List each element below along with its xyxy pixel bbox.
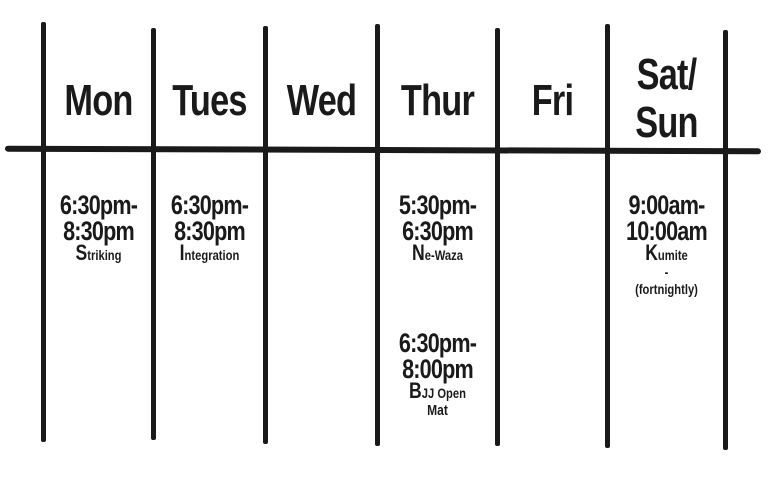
day-tues: Tues <box>172 76 247 125</box>
class-name: Kumite <box>645 240 688 265</box>
day-sun: Sun <box>635 98 698 147</box>
column-divider <box>41 22 46 442</box>
column-wed: Wed <box>268 0 375 480</box>
time-start: 6:30pm- <box>170 190 249 220</box>
day-sat: Sat/ <box>636 50 698 99</box>
time-end: 6:30pm <box>402 216 474 246</box>
session-mon: 6:30pm- 8:30pm Striking <box>46 190 151 266</box>
day-wed: Wed <box>286 76 357 125</box>
frequency-note: (fortnightly) <box>635 281 698 297</box>
class-name: Striking <box>75 240 122 265</box>
session-tues: 6:30pm- 8:30pm Integration <box>156 190 263 266</box>
column-sat-sun: Sat/ Sun 9:00am- 10:00am Kumite - (fortn… <box>610 0 723 480</box>
class-name: Integration <box>179 240 240 265</box>
day-mon: Mon <box>64 76 133 125</box>
time-end: 8:30pm <box>63 216 135 246</box>
class-name: BJJ Open <box>409 378 466 403</box>
column-divider <box>151 28 156 440</box>
time-start: 9:00am- <box>628 190 705 220</box>
column-thur: Thur 5:30pm- 6:30pm Ne-Waza 6:30pm- 8:00… <box>380 0 495 480</box>
column-divider <box>495 28 500 446</box>
time-end: 8:00pm <box>402 354 474 384</box>
session-thur-2: 6:30pm- 8:00pm BJJ Open Mat <box>380 328 495 420</box>
dash: - <box>664 264 669 280</box>
class-name: Ne-Waza <box>412 240 463 265</box>
column-divider <box>723 30 728 450</box>
time-start: 5:30pm- <box>398 190 477 220</box>
column-mon: Mon 6:30pm- 8:30pm Striking <box>46 0 151 480</box>
session-sat-sun: 9:00am- 10:00am Kumite - (fortnightly) <box>610 192 723 298</box>
session-thur-1: 5:30pm- 6:30pm Ne-Waza <box>380 190 495 266</box>
column-tues: Tues 6:30pm- 8:30pm Integration <box>156 0 263 480</box>
time-start: 6:30pm- <box>398 328 477 358</box>
day-thur: Thur <box>400 76 475 125</box>
class-name-line2: Mat <box>427 402 448 419</box>
time-start: 6:30pm- <box>59 190 138 220</box>
column-fri: Fri <box>500 0 605 480</box>
time-end: 10:00am <box>626 216 708 246</box>
time-end: 8:30pm <box>174 216 246 246</box>
column-divider <box>375 24 380 446</box>
column-divider <box>263 26 268 444</box>
day-fri: Fri <box>531 76 574 125</box>
column-divider <box>605 24 610 448</box>
